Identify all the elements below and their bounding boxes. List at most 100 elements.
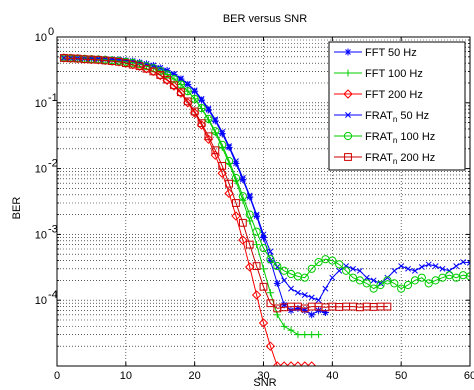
x-tick-label: 0 bbox=[54, 370, 60, 382]
marker-x bbox=[191, 87, 198, 94]
marker-x bbox=[425, 261, 432, 268]
marker-diamond bbox=[306, 361, 317, 366]
marker-diamond bbox=[286, 361, 296, 366]
marker-x bbox=[315, 297, 322, 304]
legend-label: FFT 50 Hz bbox=[365, 47, 417, 59]
marker-star bbox=[205, 107, 212, 113]
marker-square bbox=[259, 282, 268, 291]
legend-label: FRATn 100 Hz bbox=[365, 131, 435, 145]
marker-diamond bbox=[251, 290, 262, 300]
marker-x bbox=[405, 265, 412, 272]
marker-square bbox=[232, 199, 240, 207]
marker-circle bbox=[335, 260, 344, 269]
marker-circle bbox=[343, 131, 353, 141]
marker-square bbox=[190, 107, 199, 116]
marker-diamond bbox=[196, 120, 207, 130]
marker-diamond bbox=[176, 88, 186, 98]
legend-entry: FRATn 200 Hz bbox=[334, 152, 435, 166]
marker-x bbox=[460, 259, 467, 266]
marker-x bbox=[219, 129, 226, 135]
x-tick-label: 30 bbox=[257, 370, 269, 382]
marker-x bbox=[184, 80, 191, 87]
legend-label: FRATn 200 Hz bbox=[365, 152, 435, 166]
legend-label-tail: 50 Hz bbox=[397, 110, 429, 122]
marker-square bbox=[252, 262, 261, 270]
marker-square bbox=[218, 161, 227, 170]
legend-entry: FFT 50 Hz bbox=[334, 47, 417, 59]
marker-x bbox=[253, 211, 260, 218]
marker-star bbox=[345, 49, 351, 55]
marker-x bbox=[288, 285, 294, 292]
marker-star bbox=[274, 280, 281, 287]
x-tick-label: 50 bbox=[395, 370, 407, 382]
marker-circle bbox=[300, 273, 309, 282]
series-line bbox=[63, 57, 470, 290]
marker-x bbox=[467, 259, 470, 264]
marker-diamond bbox=[169, 81, 179, 91]
marker-square bbox=[197, 119, 206, 128]
marker-x bbox=[267, 248, 274, 255]
y-tick-label: 10 bbox=[35, 295, 47, 307]
marker-circle bbox=[245, 210, 254, 219]
marker-x bbox=[212, 116, 219, 123]
marker-circle bbox=[390, 279, 399, 288]
legend-label-tail: 100 Hz bbox=[397, 131, 435, 143]
marker-x bbox=[88, 55, 95, 62]
marker-square bbox=[383, 302, 392, 311]
marker-diamond bbox=[293, 361, 303, 366]
marker-diamond bbox=[279, 361, 289, 366]
marker-x bbox=[177, 75, 184, 82]
marker-square bbox=[225, 179, 233, 188]
marker-x bbox=[453, 263, 460, 270]
marker-x bbox=[205, 105, 212, 112]
legend-label-main: FRAT bbox=[365, 110, 393, 122]
marker-x bbox=[226, 143, 233, 150]
legend-entry: FFT 200 Hz bbox=[334, 89, 423, 101]
marker-circle bbox=[369, 284, 378, 293]
marker-circle bbox=[314, 257, 323, 267]
x-tick-label: 60 bbox=[464, 370, 474, 382]
marker-circle bbox=[328, 256, 337, 265]
marker-diamond bbox=[245, 262, 255, 272]
marker-circle bbox=[231, 173, 241, 183]
marker-x bbox=[233, 158, 239, 165]
marker-x bbox=[467, 262, 470, 266]
marker-square bbox=[266, 299, 275, 308]
marker-x bbox=[150, 62, 157, 69]
series-layer bbox=[59, 53, 470, 366]
marker-circle bbox=[383, 276, 392, 285]
marker-x bbox=[260, 231, 267, 238]
marker-x bbox=[294, 289, 301, 296]
marker-square bbox=[177, 88, 185, 97]
series-5 bbox=[59, 54, 392, 313]
marker-star bbox=[191, 88, 198, 95]
marker-diamond bbox=[272, 361, 282, 366]
marker-diamond bbox=[265, 341, 276, 351]
marker-x bbox=[432, 263, 439, 270]
marker-diamond bbox=[231, 211, 241, 221]
legend-label-main: FRAT bbox=[365, 152, 393, 164]
marker-x bbox=[446, 267, 453, 274]
marker-diamond bbox=[238, 235, 248, 245]
marker-x bbox=[274, 264, 281, 270]
marker-circle bbox=[355, 276, 364, 285]
marker-x bbox=[411, 267, 418, 274]
marker-circle bbox=[403, 280, 413, 290]
marker-square bbox=[211, 146, 220, 155]
marker-x bbox=[398, 263, 405, 270]
marker-square bbox=[183, 97, 192, 106]
marker-square bbox=[238, 218, 247, 227]
chart-title: BER versus SNR bbox=[223, 13, 307, 25]
marker-x bbox=[239, 175, 246, 181]
x-axis-label: SNR bbox=[253, 377, 276, 389]
marker-star bbox=[219, 130, 226, 137]
marker-x bbox=[60, 55, 67, 61]
marker-x bbox=[370, 277, 377, 284]
marker-star bbox=[226, 144, 232, 151]
legend-entry: FRATn 100 Hz bbox=[334, 131, 435, 145]
marker-square bbox=[163, 75, 172, 84]
y-tick-exponent: -3 bbox=[48, 223, 58, 235]
legend-label-main: FFT 200 Hz bbox=[365, 89, 423, 101]
marker-circle bbox=[218, 140, 227, 149]
marker-circle bbox=[280, 266, 289, 275]
